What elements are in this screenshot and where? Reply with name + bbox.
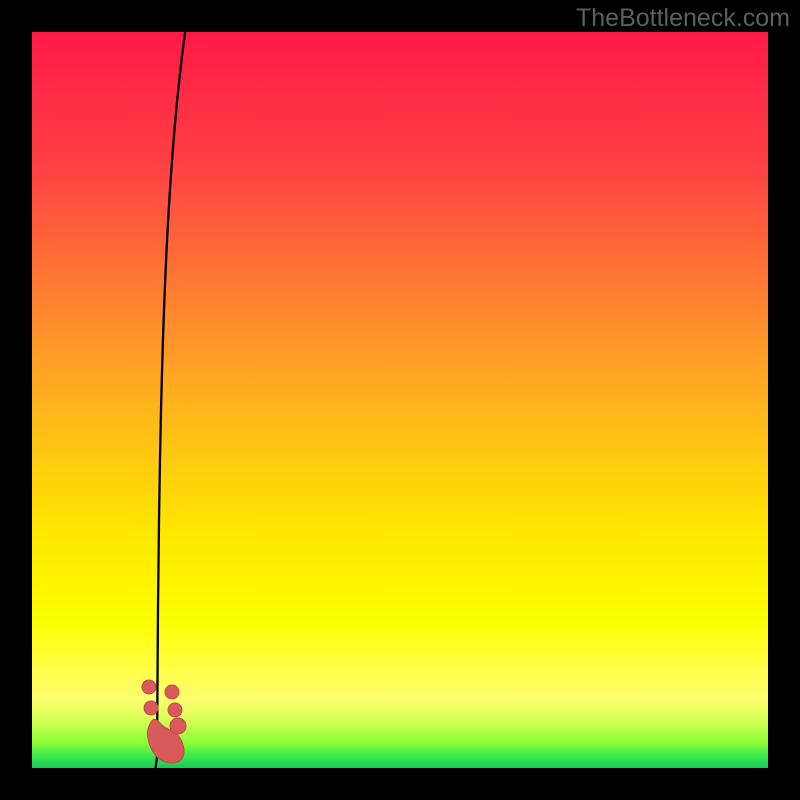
data-point	[168, 703, 182, 717]
data-point	[142, 680, 156, 694]
data-point	[165, 685, 179, 699]
data-point	[170, 718, 186, 734]
gradient-background	[32, 32, 768, 768]
chart-stage: TheBottleneck.com	[0, 0, 800, 800]
data-point	[144, 701, 158, 715]
bottleneck-chart-svg	[0, 0, 800, 800]
